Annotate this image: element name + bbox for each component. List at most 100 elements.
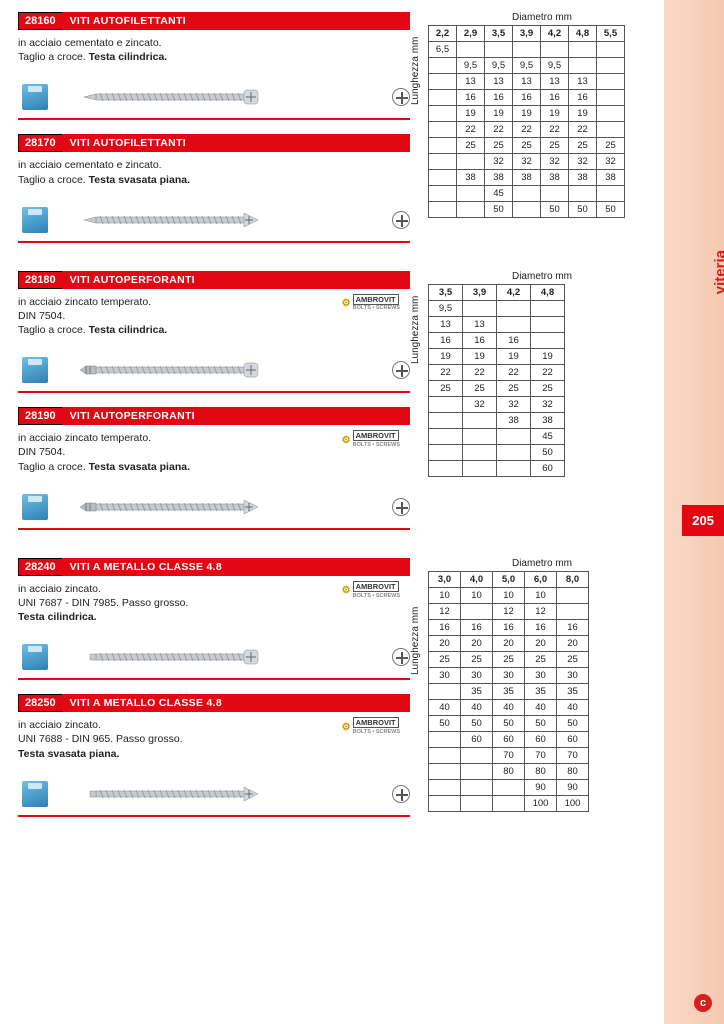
cell bbox=[429, 122, 457, 138]
product-title: VITI AUTOPERFORANTI bbox=[62, 271, 410, 289]
product-code: 28170 bbox=[18, 134, 62, 152]
page-number: 205 bbox=[682, 505, 724, 536]
cell: 19 bbox=[485, 106, 513, 122]
cell bbox=[497, 428, 531, 444]
cell: 50 bbox=[597, 202, 625, 218]
cell: 16 bbox=[461, 619, 493, 635]
cell bbox=[597, 74, 625, 90]
cell: 60 bbox=[493, 731, 525, 747]
cell: 32 bbox=[541, 154, 569, 170]
diameter-label: Diametro mm bbox=[428, 12, 656, 23]
cell: 50 bbox=[541, 202, 569, 218]
product-title: VITI A METALLO CLASSE 4.8 bbox=[62, 558, 410, 576]
screw-illustration bbox=[56, 498, 384, 516]
cell: 25 bbox=[497, 380, 531, 396]
cell: 80 bbox=[525, 763, 557, 779]
product-code: 28240 bbox=[18, 558, 62, 576]
product-description: in acciaio zincato.UNI 7687 - DIN 7985. … bbox=[18, 582, 410, 625]
cell bbox=[597, 90, 625, 106]
length-label: Lunghezza mm bbox=[410, 295, 421, 363]
cell: 10 bbox=[461, 587, 493, 603]
cell bbox=[429, 460, 463, 476]
cell: 13 bbox=[429, 316, 463, 332]
phillips-drive-icon bbox=[392, 361, 410, 379]
cell bbox=[429, 170, 457, 186]
cell: 38 bbox=[513, 170, 541, 186]
cell: 20 bbox=[557, 635, 589, 651]
cell: 45 bbox=[485, 186, 513, 202]
cell bbox=[597, 58, 625, 74]
cell bbox=[461, 763, 493, 779]
cell: 13 bbox=[463, 316, 497, 332]
length-label: Lunghezza mm bbox=[410, 606, 421, 674]
cell bbox=[429, 747, 461, 763]
cell: 32 bbox=[569, 154, 597, 170]
cell: 50 bbox=[525, 715, 557, 731]
cell: 19 bbox=[513, 106, 541, 122]
cell: 38 bbox=[597, 170, 625, 186]
cell bbox=[597, 106, 625, 122]
cell: 70 bbox=[557, 747, 589, 763]
cell bbox=[429, 412, 463, 428]
cell: 40 bbox=[493, 699, 525, 715]
cell: 13 bbox=[541, 74, 569, 90]
product-description: in acciaio zincato temperato.DIN 7504.Ta… bbox=[18, 431, 410, 474]
cell bbox=[457, 42, 485, 58]
cell: 19 bbox=[497, 348, 531, 364]
cell bbox=[461, 747, 493, 763]
cell bbox=[429, 444, 463, 460]
cell bbox=[429, 202, 457, 218]
cell bbox=[597, 42, 625, 58]
cell bbox=[429, 154, 457, 170]
cell: 60 bbox=[557, 731, 589, 747]
cell: 22 bbox=[569, 122, 597, 138]
cell: 25 bbox=[597, 138, 625, 154]
cell bbox=[457, 202, 485, 218]
cell: 16 bbox=[493, 619, 525, 635]
cell bbox=[493, 795, 525, 811]
cell: 16 bbox=[557, 619, 589, 635]
cell: 50 bbox=[485, 202, 513, 218]
cell: 9,5 bbox=[429, 300, 463, 316]
product-description: in acciaio cementato e zincato.Taglio a … bbox=[18, 158, 410, 186]
product-block: 28160 VITI AUTOFILETTANTI in acciaio cem… bbox=[18, 12, 410, 120]
cell: 35 bbox=[461, 683, 493, 699]
cell bbox=[461, 795, 493, 811]
cell: 35 bbox=[493, 683, 525, 699]
cell: 25 bbox=[485, 138, 513, 154]
screw-illustration bbox=[56, 361, 384, 379]
cell bbox=[497, 316, 531, 332]
phillips-drive-icon bbox=[392, 648, 410, 666]
col-header: 5,5 bbox=[597, 26, 625, 42]
col-header: 4,8 bbox=[569, 26, 597, 42]
cell: 16 bbox=[497, 332, 531, 348]
cell: 16 bbox=[463, 332, 497, 348]
cell: 32 bbox=[597, 154, 625, 170]
cell: 30 bbox=[525, 667, 557, 683]
cell: 12 bbox=[429, 603, 461, 619]
cell bbox=[429, 138, 457, 154]
cell: 16 bbox=[513, 90, 541, 106]
cell: 12 bbox=[525, 603, 557, 619]
cell bbox=[557, 587, 589, 603]
cell bbox=[569, 58, 597, 74]
cell: 50 bbox=[569, 202, 597, 218]
screw-illustration bbox=[56, 211, 384, 229]
cell: 50 bbox=[429, 715, 461, 731]
phillips-drive-icon bbox=[392, 211, 410, 229]
cell bbox=[429, 428, 463, 444]
cell bbox=[497, 300, 531, 316]
cell bbox=[429, 779, 461, 795]
screw-illustration bbox=[56, 648, 384, 666]
cell: 60 bbox=[531, 460, 565, 476]
col-header: 3,0 bbox=[429, 571, 461, 587]
cell: 30 bbox=[493, 667, 525, 683]
col-header: 4,2 bbox=[541, 26, 569, 42]
cell: 40 bbox=[557, 699, 589, 715]
cell: 20 bbox=[461, 635, 493, 651]
cell: 32 bbox=[497, 396, 531, 412]
cell: 25 bbox=[531, 380, 565, 396]
cell bbox=[569, 42, 597, 58]
cell: 16 bbox=[569, 90, 597, 106]
cell: 16 bbox=[429, 619, 461, 635]
